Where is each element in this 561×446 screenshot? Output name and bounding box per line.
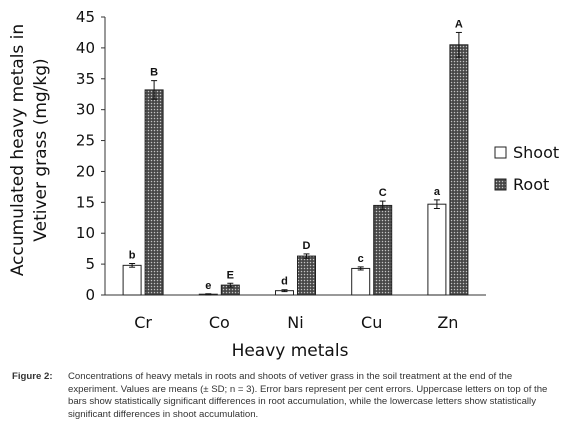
shoot-significance-letter: c bbox=[358, 253, 364, 265]
y-tick-label: 40 bbox=[76, 39, 95, 57]
shoot-bar bbox=[122, 264, 142, 296]
x-tick-label: Ni bbox=[287, 313, 303, 332]
y-tick-label: 5 bbox=[85, 255, 95, 273]
shoot-significance-letter: d bbox=[281, 276, 288, 288]
x-tick-label: Zn bbox=[437, 313, 458, 332]
root-significance-letter: B bbox=[150, 67, 158, 79]
shoot-bar bbox=[427, 203, 447, 296]
plot-area: 0 5 10 15 20 25 30 35 40 45 Cr b B Co e E Ni d D Cu c C Zn a A bbox=[76, 8, 486, 332]
legend-label-shoot: Shoot bbox=[513, 143, 559, 162]
y-tick-label: 0 bbox=[85, 286, 95, 304]
y-tick-label: 30 bbox=[76, 101, 95, 119]
legend-label-root: Root bbox=[513, 175, 549, 194]
y-axis-title-line1: Accumulated heavy metals in bbox=[8, 24, 28, 276]
root-bar bbox=[373, 204, 393, 296]
y-axis-title: Accumulated heavy metals in Vetiver gras… bbox=[8, 24, 51, 276]
y-tick-label: 20 bbox=[76, 162, 95, 180]
caption-label: Figure 2: bbox=[12, 371, 53, 382]
figure-caption: Figure 2: Concentrations of heavy metals… bbox=[12, 371, 552, 421]
y-axis-title-line2: Vetiver grass (mg/kg) bbox=[31, 58, 51, 241]
root-bar bbox=[144, 89, 164, 296]
x-tick-label: Co bbox=[209, 313, 230, 332]
x-tick-label: Cu bbox=[361, 313, 382, 332]
x-axis-title: Heavy metals bbox=[232, 341, 349, 361]
root-significance-letter: A bbox=[455, 18, 463, 30]
shoot-significance-letter: e bbox=[205, 280, 211, 292]
y-tick-label: 10 bbox=[76, 224, 95, 242]
y-tick-label: 15 bbox=[76, 193, 95, 211]
legend-swatch-root bbox=[494, 178, 507, 191]
legend: Shoot Root bbox=[494, 143, 559, 194]
root-bar bbox=[297, 255, 316, 296]
bar-chart: Accumulated heavy metals in Vetiver gras… bbox=[8, 8, 559, 361]
x-tick-label: Cr bbox=[134, 313, 152, 332]
y-tick-label: 35 bbox=[76, 70, 95, 88]
shoot-significance-letter: a bbox=[434, 186, 441, 198]
root-significance-letter: D bbox=[303, 240, 311, 252]
caption-text: Concentrations of heavy metals in roots … bbox=[68, 371, 548, 420]
root-significance-letter: E bbox=[227, 269, 234, 281]
y-tick-label: 45 bbox=[76, 8, 95, 26]
root-significance-letter: C bbox=[379, 187, 387, 199]
legend-swatch-shoot bbox=[494, 146, 507, 159]
shoot-significance-letter: b bbox=[129, 249, 136, 261]
shoot-bar bbox=[351, 267, 371, 296]
y-tick-label: 25 bbox=[76, 132, 95, 150]
root-bar bbox=[449, 44, 469, 296]
